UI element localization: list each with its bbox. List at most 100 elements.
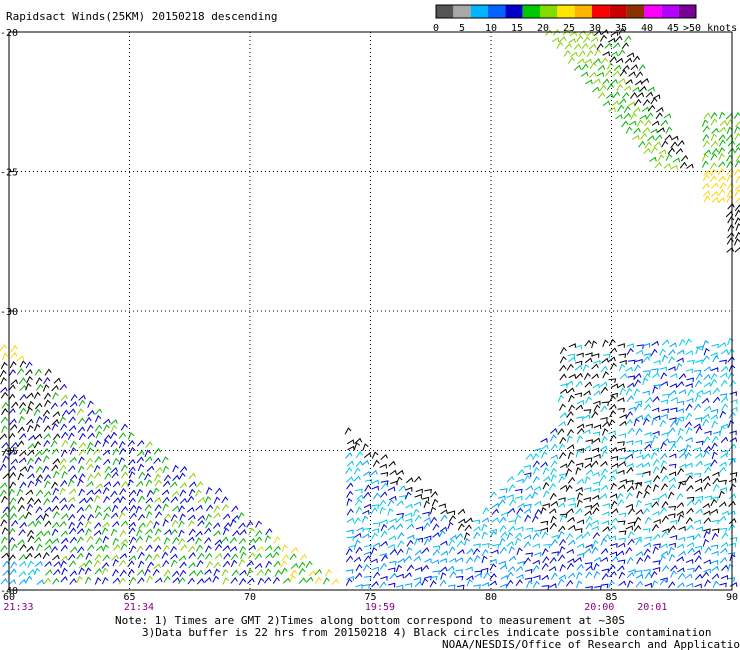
wind-barb (684, 573, 693, 579)
wind-barb (25, 511, 32, 519)
wind-barb (188, 528, 196, 536)
wind-barb (27, 424, 34, 433)
wind-barb (43, 577, 51, 585)
wind-barb (154, 528, 162, 536)
wind-barb (61, 449, 68, 458)
wind-barb (26, 545, 34, 552)
wind-barb (711, 451, 718, 460)
wind-barb (2, 506, 10, 514)
wind-barb (633, 525, 642, 532)
wind-barb (414, 566, 423, 572)
wind-barb (112, 577, 121, 584)
wind-barb (634, 570, 643, 575)
wind-barb (668, 356, 675, 364)
wind-barb (618, 537, 627, 543)
wind-barb (507, 507, 516, 514)
wind-barb (584, 462, 592, 469)
wind-barb (599, 445, 608, 451)
time-label: 20:01 (637, 602, 667, 613)
wind-barb (609, 403, 617, 410)
wind-barb (466, 578, 473, 587)
wind-barb (734, 209, 740, 217)
wind-barb (668, 477, 676, 483)
wind-barb (395, 564, 403, 573)
wind-barb (647, 86, 655, 92)
wind-barb (0, 361, 8, 370)
wind-barb (670, 141, 678, 149)
wind-barb (677, 467, 685, 476)
wind-barb (729, 437, 738, 443)
wind-barb (363, 503, 372, 509)
wind-barb (582, 363, 590, 372)
wind-barb (60, 394, 69, 402)
wind-barb (188, 545, 196, 553)
wind-barb (702, 125, 710, 133)
wind-barb (102, 535, 110, 544)
wind-barb (68, 488, 77, 495)
wind-barb (506, 541, 514, 547)
wind-barb (625, 419, 633, 426)
wind-barb (370, 546, 378, 555)
wind-barb (719, 487, 727, 492)
wind-barb (728, 493, 737, 500)
wind-barb (240, 551, 247, 560)
wind-barb (387, 508, 394, 516)
wind-barb (720, 379, 728, 387)
wind-barb (701, 571, 710, 579)
wind-barb (137, 551, 145, 559)
wind-barb (693, 447, 702, 452)
wind-barb (600, 29, 609, 35)
wind-barb (8, 465, 17, 472)
wind-barb (727, 140, 736, 147)
wind-barb (727, 348, 735, 356)
wind-barb (583, 548, 592, 554)
wind-barb (264, 535, 272, 543)
wind-barb (619, 359, 627, 365)
wind-barb (387, 499, 395, 507)
wind-barb (171, 570, 180, 577)
wind-barb (19, 433, 27, 440)
wind-barb (499, 488, 508, 493)
wind-barb (68, 513, 76, 521)
wind-barb (618, 457, 627, 463)
wind-barb (600, 57, 609, 65)
wind-barb (473, 525, 481, 532)
wind-barb (576, 399, 585, 405)
wind-barb (18, 377, 27, 385)
wind-barb (489, 491, 497, 499)
colorbar-label: 0 (433, 23, 439, 34)
wind-barb (584, 381, 593, 388)
wind-barb (145, 534, 153, 543)
wind-barb (0, 433, 8, 440)
x-tick-label: 75 (365, 592, 377, 603)
wind-barb (575, 462, 584, 468)
wind-barb (573, 64, 582, 71)
wind-barb (238, 558, 246, 567)
wind-barb (94, 568, 102, 575)
wind-barb (659, 419, 667, 427)
wind-barb (608, 535, 617, 541)
wind-barb (711, 532, 719, 541)
wind-barb (102, 554, 110, 562)
wind-barb (685, 462, 693, 468)
wind-barb (645, 91, 654, 98)
wind-barb (289, 553, 297, 561)
wind-barb (94, 577, 102, 585)
wind-barb (618, 363, 626, 372)
wind-barb (574, 344, 582, 350)
wind-barb (718, 490, 725, 499)
wind-barb (729, 472, 738, 477)
wind-barb (677, 567, 685, 573)
wind-barb (345, 467, 353, 475)
wind-barb (596, 72, 605, 77)
wind-barb (120, 480, 129, 488)
wind-barb (43, 474, 51, 482)
wind-barb (727, 372, 735, 380)
wind-barb (398, 495, 407, 500)
wind-barb (704, 495, 712, 501)
wind-barb (566, 548, 574, 554)
wind-barb (667, 491, 675, 499)
wind-barb (703, 436, 711, 444)
wind-barb (127, 479, 134, 487)
wind-barb (380, 491, 388, 498)
